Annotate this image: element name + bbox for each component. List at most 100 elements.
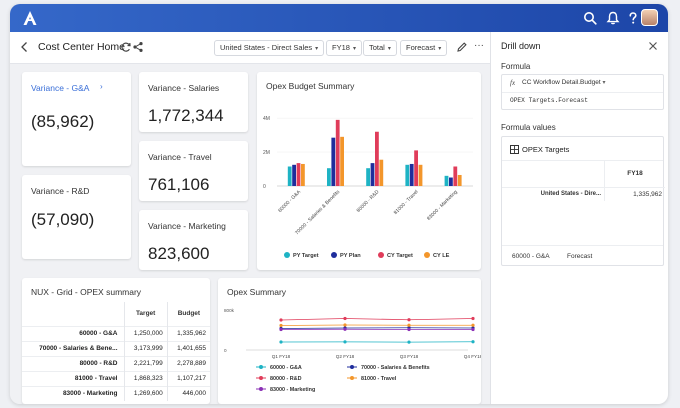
refresh-icon[interactable] <box>120 41 132 53</box>
data-point <box>343 316 347 321</box>
kpi-card-ga[interactable]: Variance - G&A › (85,962) <box>22 72 131 166</box>
kpi-card-travel[interactable]: Variance - Travel 761,106 <box>139 141 248 201</box>
table-row[interactable]: 70000 - Salaries & Bene... 3,173,999 1,401… <box>22 340 210 356</box>
table-row[interactable]: 60000 - G&A 1,250,000 1,335,962 <box>22 325 210 341</box>
grid-cell[interactable]: 1,107,217 <box>167 370 210 386</box>
edit-icon[interactable] <box>456 41 468 53</box>
close-icon[interactable] <box>648 41 658 51</box>
bar <box>370 163 375 186</box>
formula-reference[interactable]: CC Workflow Detail.Budget ▾ <box>522 79 605 86</box>
data-point <box>407 340 411 344</box>
legend-swatch-dot <box>259 365 263 369</box>
filter-year[interactable]: FY18 ▾ <box>326 40 362 56</box>
formula-values-label: Formula values <box>501 123 556 132</box>
x-tick-label: Q3 FY18 <box>400 354 419 359</box>
kpi-value: 823,600 <box>148 244 210 263</box>
opex-grid: Target Budget 60000 - G&A 1,250,000 1,335,… <box>22 302 210 401</box>
search-icon[interactable] <box>583 11 597 25</box>
chevron-down-icon: ▾ <box>352 46 356 52</box>
kpi-label: Variance - R&D <box>31 186 90 196</box>
chevron-down-icon: ▾ <box>602 80 606 86</box>
back-arrow-icon[interactable] <box>20 41 29 53</box>
app-window: Cost Center Home United States - Direct … <box>10 4 668 404</box>
top-bar <box>10 4 668 32</box>
data-point <box>279 327 283 332</box>
grid-row-header: 70000 - Salaries & Bene... <box>22 340 125 356</box>
kpi-label: Variance - Travel <box>148 152 212 162</box>
grid-cell[interactable]: 2,221,799 <box>124 355 168 371</box>
data-point <box>471 316 475 321</box>
bar-chart-card: Opex Budget Summary 4M 2M 0 60000 - G&A 7000… <box>257 72 481 270</box>
filter-version-label: Forecast <box>406 43 436 52</box>
table-row[interactable]: 81000 - Travel 1,868,323 1,107,217 <box>22 370 210 386</box>
help-icon[interactable] <box>626 11 640 25</box>
formula-values-header: OPEX Targets <box>502 137 663 161</box>
table-row[interactable]: 83000 - Marketing 1,269,600 446,000 <box>22 385 210 401</box>
series-line <box>280 324 473 326</box>
grid-cell[interactable]: 1,335,962 <box>167 325 210 341</box>
data-point <box>279 318 283 322</box>
bar <box>449 177 453 186</box>
legend-swatch <box>378 252 384 258</box>
legend-label: 70000 - Salaries & Benefits <box>361 365 430 371</box>
grid-col-header[interactable]: Budget <box>177 310 201 318</box>
filter-level-label: Total <box>369 43 385 52</box>
drill-down-panel: Drill down Formula fx CC Workflow Detail… <box>490 32 668 404</box>
y-tick-label: 0 <box>224 348 227 353</box>
fv-cell[interactable]: 1,335,962 <box>604 187 665 201</box>
bar <box>453 166 458 186</box>
function-icon: fx <box>510 79 516 87</box>
grid-col-header[interactable]: Target <box>124 302 168 326</box>
line-chart-card: Opex Summary 800k 0 Q1 FY18 Q2 FY18 Q3 FY18 Q… <box>218 278 481 404</box>
drill-title: Drill down <box>501 41 541 51</box>
grid-cell[interactable]: 1,250,000 <box>123 325 168 341</box>
x-tick-label: Q2 FY18 <box>336 354 355 359</box>
chevron-down-icon: ▾ <box>438 46 442 52</box>
page-title: Cost Center Home <box>38 41 125 53</box>
kpi-label[interactable]: Variance - G&A <box>31 83 90 93</box>
grid-icon <box>510 145 519 154</box>
bar <box>409 163 414 186</box>
grid-title: NUX - Grid - OPEX summary <box>31 287 142 297</box>
data-point <box>471 323 475 327</box>
bar <box>287 166 292 186</box>
filter-level[interactable]: Total ▾ <box>363 40 397 56</box>
kpi-card-salaries[interactable]: Variance - Salaries 1,772,344 <box>139 72 248 132</box>
grid-cell[interactable]: 1,868,323 <box>124 370 168 386</box>
share-icon[interactable] <box>132 41 144 53</box>
bar <box>405 164 410 186</box>
data-point <box>343 340 347 344</box>
grid-body: 60000 - G&A 1,250,000 1,335,962 70000 - Sal… <box>22 325 210 401</box>
data-point <box>407 327 411 332</box>
bar <box>414 150 418 186</box>
kpi-card-marketing[interactable]: Variance - Marketing 823,600 <box>139 210 248 270</box>
chevron-down-icon: ▾ <box>387 46 391 52</box>
bar <box>340 136 344 186</box>
grid-row-header: 81000 - Travel <box>22 370 125 386</box>
legend-swatch-dot <box>350 376 354 380</box>
grid-cell[interactable]: 1,269,600 <box>124 385 168 401</box>
data-point <box>343 323 347 327</box>
filter-version[interactable]: Forecast ▾ <box>400 40 448 56</box>
grid-cell[interactable]: 2,278,889 <box>167 355 210 371</box>
grid-cell[interactable]: 3,173,999 <box>124 340 168 356</box>
bell-icon[interactable] <box>606 11 620 25</box>
brand-logo[interactable] <box>22 10 38 26</box>
kpi-card-rd[interactable]: Variance - R&D (57,090) <box>22 175 131 259</box>
legend-label: 81000 - Travel <box>361 376 397 382</box>
x-tick-label: 83000 - Marketing <box>426 189 459 222</box>
y-tick-label: 800k <box>224 308 235 313</box>
avatar[interactable] <box>641 9 658 26</box>
bar <box>379 159 384 186</box>
grid-row-header: 83000 - Marketing <box>22 385 125 401</box>
formula-box[interactable]: fx CC Workflow Detail.Budget ▾ OPEX Targ… <box>501 74 664 110</box>
filter-region[interactable]: United States - Direct Sales ▾ <box>214 40 325 56</box>
y-tick-label: 0 <box>263 184 266 190</box>
legend-swatch-dot <box>259 387 263 391</box>
x-tick-label: Q1 FY18 <box>272 354 291 359</box>
more-icon[interactable]: ··· <box>474 40 484 51</box>
grid-cell[interactable]: 446,000 <box>167 385 210 401</box>
grid-cell[interactable]: 1,401,655 <box>167 340 210 356</box>
table-row[interactable]: 80000 - R&D 2,221,799 2,278,889 <box>22 355 210 371</box>
